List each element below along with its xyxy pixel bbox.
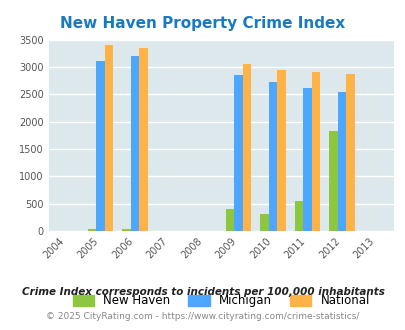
Bar <box>311 72 320 231</box>
Text: New Haven Property Crime Index: New Haven Property Crime Index <box>60 16 345 31</box>
Bar <box>234 75 242 231</box>
Bar <box>96 61 104 231</box>
Bar <box>294 201 303 231</box>
Bar <box>303 88 311 231</box>
Bar <box>87 229 96 231</box>
Bar <box>277 70 285 231</box>
Bar <box>242 64 251 231</box>
Bar <box>260 214 268 231</box>
Bar <box>337 92 345 231</box>
Bar <box>345 74 354 231</box>
Bar <box>130 56 139 231</box>
Legend: New Haven, Michigan, National: New Haven, Michigan, National <box>72 294 369 307</box>
Bar <box>225 209 234 231</box>
Bar <box>139 48 147 231</box>
Text: Crime Index corresponds to incidents per 100,000 inhabitants: Crime Index corresponds to incidents per… <box>21 287 384 297</box>
Bar <box>268 82 277 231</box>
Bar <box>328 131 337 231</box>
Text: © 2025 CityRating.com - https://www.cityrating.com/crime-statistics/: © 2025 CityRating.com - https://www.city… <box>46 312 359 321</box>
Bar <box>104 45 113 231</box>
Bar <box>122 229 130 231</box>
